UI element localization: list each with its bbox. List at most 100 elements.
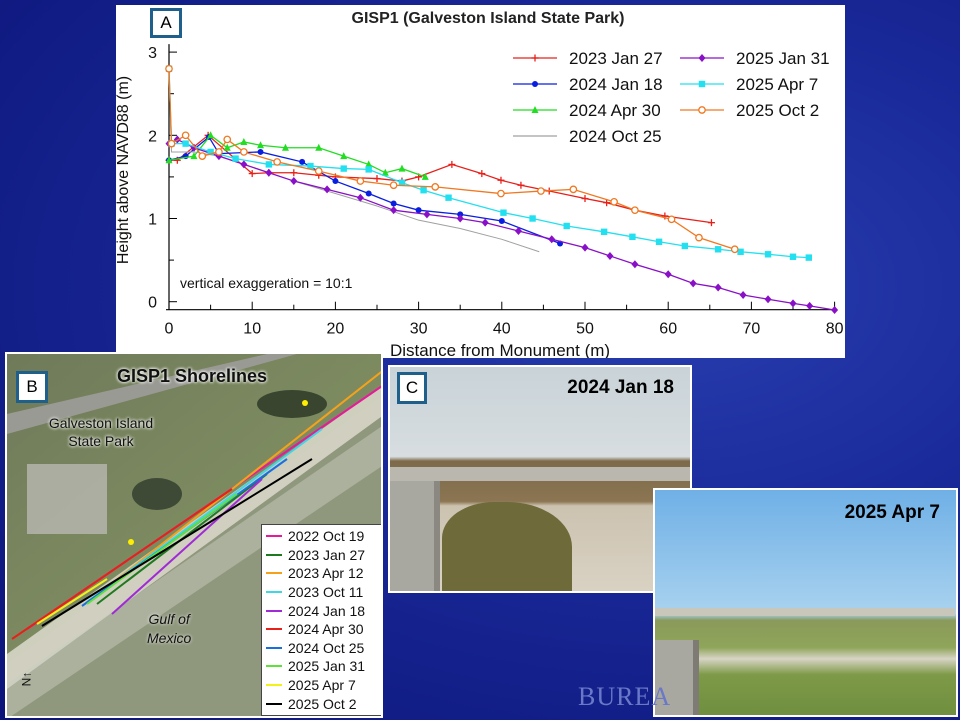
circle-marker <box>365 190 372 197</box>
map-legend-label: 2025 Oct 2 <box>288 695 357 712</box>
map-legend-label: 2023 Jan 27 <box>288 546 366 563</box>
photo1-date: 2024 Jan 18 <box>567 377 674 398</box>
triangle-marker <box>257 141 265 149</box>
profile-chart: GISP1 (Galveston Island State Park) Heig… <box>116 10 844 358</box>
panel-label-c: C <box>397 372 427 404</box>
diamond-marker <box>390 206 398 215</box>
series-line-2025-jan-31 <box>168 138 835 311</box>
square-marker <box>629 233 636 241</box>
open-circle-marker <box>356 177 365 185</box>
triangle-marker <box>165 156 173 164</box>
map-legend-label: 2024 Jan 18 <box>288 602 366 619</box>
series-line-2025-oct-2 <box>168 68 735 250</box>
circle-marker <box>257 148 264 155</box>
north-label: N <box>19 677 34 687</box>
photo-2025-apr-7: 2025 Apr 7 <box>653 488 958 717</box>
map-legend-label: 2024 Oct 25 <box>288 639 365 656</box>
plus-marker <box>448 160 456 168</box>
triangle-marker <box>207 131 215 139</box>
triangle-marker <box>365 160 373 168</box>
chart-legend: 2023 Jan 27 2024 Jan 18 2024 Apr 30 2024 Oc… <box>513 49 830 146</box>
square-marker <box>789 253 797 260</box>
circle-marker <box>457 211 464 218</box>
series-line-2024-oct-25 <box>168 68 540 253</box>
map-legend-item: 2022 Oct 19 <box>266 527 378 546</box>
square-marker <box>365 166 372 173</box>
triangle-marker <box>281 143 289 151</box>
triangle-marker <box>421 172 429 180</box>
map-legend-item: 2025 Oct 2 <box>266 694 378 713</box>
diamond-marker <box>764 295 772 304</box>
y-tick-label: 1 <box>148 212 157 229</box>
map-legend-swatch <box>266 628 282 631</box>
chart-title: GISP1 (Galveston Island State Park) <box>352 10 625 27</box>
square-marker <box>563 222 570 230</box>
diamond-marker <box>456 214 464 223</box>
map-legend-item: 2024 Apr 30 <box>266 620 378 639</box>
square-marker <box>207 148 214 156</box>
triangle-marker <box>223 143 231 151</box>
map-legend-item: 2025 Apr 7 <box>266 676 378 695</box>
y-tick-label: 3 <box>148 45 157 62</box>
circle-marker <box>390 200 397 207</box>
open-circle-marker <box>198 152 207 160</box>
monument-marker <box>128 539 134 545</box>
park-label-line-1: Galveston Island <box>48 415 154 431</box>
y-tick-label: 2 <box>148 128 157 145</box>
map-legend-item: 2024 Oct 25 <box>266 639 378 658</box>
triangle-marker <box>340 152 348 160</box>
square-marker <box>420 187 427 194</box>
shoreline-map: B GISP1 Shorelines Galveston Island Stat… <box>5 352 383 718</box>
plus-marker <box>581 195 589 203</box>
map-legend-label: 2025 Apr 7 <box>288 677 356 694</box>
legend-item: 2025 Apr 7 <box>680 75 818 94</box>
series-2025-oct-2 <box>165 64 739 254</box>
gulf-label: Gulf of Mexico <box>147 610 191 648</box>
map-legend-swatch <box>266 572 282 575</box>
open-circle-marker <box>695 233 703 242</box>
open-circle-marker <box>610 198 618 206</box>
square-marker <box>764 251 772 258</box>
gulf-label-line-2: Mexico <box>147 630 192 646</box>
dune-vegetation <box>442 502 572 591</box>
legend-label: 2025 Jan 31 <box>736 49 830 68</box>
x-axis-label: Distance from Monument (m) <box>390 341 610 358</box>
circle-marker <box>415 207 422 214</box>
map-legend-item: 2023 Oct 11 <box>266 583 378 602</box>
plus-marker <box>478 170 486 178</box>
map-title: GISP1 Shorelines <box>117 366 268 386</box>
series-2024-oct-25 <box>168 68 540 253</box>
legend-label: 2025 Apr 7 <box>736 75 818 94</box>
open-circle-marker <box>167 139 176 148</box>
diamond-marker <box>714 283 722 292</box>
shoreline-2025-apr-7 <box>36 578 108 625</box>
triangle-marker <box>398 164 406 172</box>
map-legend-label: 2023 Apr 12 <box>288 565 364 582</box>
open-circle-marker <box>698 106 706 114</box>
exaggeration-annotation: vertical exaggeration = 10:1 <box>180 275 353 291</box>
plus-marker <box>248 170 256 178</box>
map-legend-item: 2025 Jan 31 <box>266 657 378 676</box>
legend-item: 2025 Oct 2 <box>680 101 819 120</box>
triangle-marker <box>190 152 198 160</box>
photo-2024-jan-18: C 2024 Jan 18 <box>388 365 692 593</box>
legend-item: 2023 Jan 27 <box>513 49 663 68</box>
series-2025-jan-31 <box>165 135 839 315</box>
open-circle-marker <box>569 185 578 194</box>
legend-item: 2025 Jan 31 <box>680 49 830 68</box>
diamond-marker <box>290 177 298 186</box>
triangle-marker <box>240 137 248 145</box>
shoreline-2024-jan-18 <box>111 478 263 615</box>
diamond-marker <box>423 210 431 219</box>
diamond-marker <box>481 218 489 227</box>
square-marker <box>398 179 406 186</box>
square-marker <box>232 155 239 162</box>
diamond-marker <box>831 306 839 315</box>
open-circle-marker <box>497 189 505 198</box>
square-marker <box>737 248 744 255</box>
diamond-marker <box>323 185 331 194</box>
gulf-label-line-1: Gulf of <box>148 611 190 627</box>
map-legend-swatch <box>266 646 282 649</box>
x-tick-label: 50 <box>576 321 594 338</box>
y-tick-label: 0 <box>148 295 157 312</box>
